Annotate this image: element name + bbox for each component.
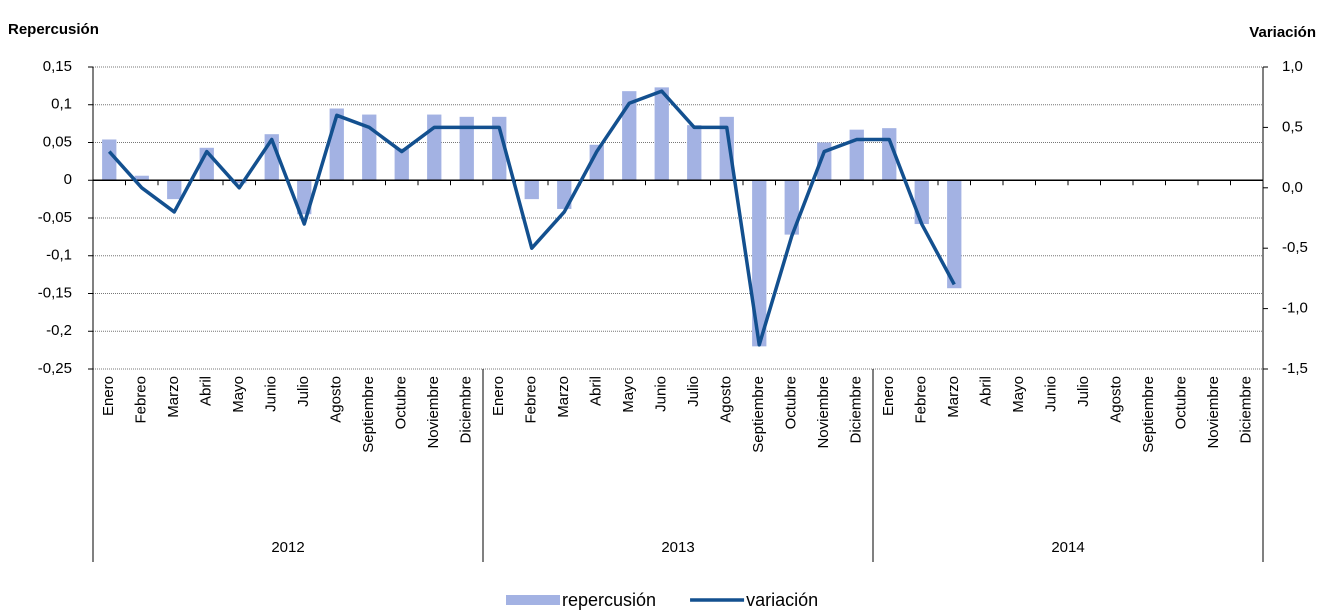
x-group-label: 2013 [661,539,694,556]
legend-swatch [506,595,560,605]
bar [232,180,247,184]
x-tick-label: Mayo [620,376,637,413]
bar [752,180,767,347]
y-tick-label: -0,25 [38,360,72,377]
x-tick-label: Mayo [230,376,247,413]
x-tick-label: Septiembre [360,376,377,453]
x-tick-label: Diciembre [848,376,865,444]
y-axis-title: Repercusión [8,21,99,38]
x-tick-label: Abril [198,376,215,406]
y2-tick-label: 0,0 [1282,179,1303,196]
x-tick-label: Octubre [1173,376,1190,429]
bar [914,180,929,225]
bar [492,116,507,181]
bar [134,175,149,181]
x-tick-label: Enero [100,376,117,416]
y-tick-label: 0,05 [43,133,72,150]
bar [622,91,637,181]
y2-tick-label: -0,5 [1282,239,1308,256]
y2-tick-label: 0,5 [1282,118,1303,135]
bar [589,144,604,181]
x-tick-label: Enero [880,376,897,416]
x-tick-label: Noviembre [425,376,442,449]
bar [719,116,734,181]
x-tick-label: Mayo [1010,376,1027,413]
x-tick-label: Marzo [945,376,962,418]
x-tick-label: Septiembre [1140,376,1157,453]
x-tick-label: Diciembre [458,376,475,444]
x-tick-label: Marzo [555,376,572,418]
x-tick-label: Abril [588,376,605,406]
bar [654,87,669,181]
bar [102,139,117,181]
x-tick-label: Agosto [718,376,735,423]
legend-label: variación [746,590,818,610]
x-tick-label: Octubre [393,376,410,429]
bar [394,148,409,181]
x-group-label: 2014 [1051,539,1084,556]
x-tick-label: Junio [1043,376,1060,412]
bar [687,125,702,181]
x-tick-label: Noviembre [1205,376,1222,449]
x-tick-label: Febreo [913,376,930,424]
y2-axis-title: Variación [1249,24,1316,41]
y-tick-label: -0,1 [46,247,72,264]
x-tick-label: Junio [653,376,670,412]
x-tick-label: Febreo [523,376,540,424]
bar [427,114,442,181]
y-tick-label: 0 [64,171,72,188]
bar [459,116,474,181]
y2-tick-label: 1,0 [1282,58,1303,75]
x-group-label: 2012 [271,539,304,556]
x-tick-label: Agosto [328,376,345,423]
bar [167,180,182,200]
x-tick-label: Octubre [783,376,800,429]
y-tick-label: -0,2 [46,322,72,339]
x-tick-label: Abril [978,376,995,406]
bar [784,180,799,235]
x-tick-label: Noviembre [815,376,832,449]
x-tick-label: Julio [685,376,702,407]
x-tick-label: Junio [263,376,280,412]
x-tick-label: Julio [295,376,312,407]
x-tick-label: Septiembre [750,376,767,453]
bar [524,180,539,200]
y-tick-label: -0,05 [38,209,72,226]
x-tick-label: Enero [490,376,507,416]
bar [297,180,312,215]
y-tick-label: 0,1 [51,96,72,113]
x-tick-label: Agosto [1108,376,1125,423]
x-tick-label: Marzo [165,376,182,418]
bar [849,129,864,181]
y-tick-label: -0,15 [38,284,72,301]
line [107,89,956,347]
x-tick-label: Febreo [133,376,150,424]
x-tick-label: Diciembre [1238,376,1255,444]
legend-label: repercusión [562,590,656,610]
y-tick-label: 0,15 [43,58,72,75]
y2-tick-label: -1,5 [1282,360,1308,377]
bar [947,180,962,289]
x-tick-label: Julio [1075,376,1092,407]
y2-tick-label: -1,0 [1282,300,1308,317]
